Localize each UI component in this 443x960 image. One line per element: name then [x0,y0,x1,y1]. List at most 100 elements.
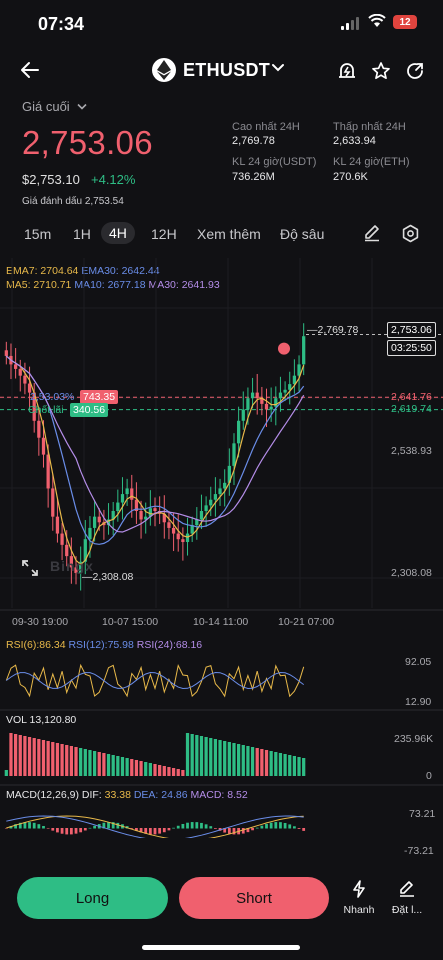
volume-bar [302,758,306,776]
candle-body [148,508,152,517]
volume-bar [120,757,125,776]
candle-body [97,516,101,523]
tab-4h[interactable]: 4H [101,222,135,244]
last-price-label[interactable]: Giá cuối [22,99,87,114]
candle-body [69,556,73,568]
draw-pencil-icon[interactable] [363,224,381,242]
rsi-line-0 [5,663,305,698]
share-icon[interactable] [405,61,425,81]
x-tick-0: 09-30 19:00 [12,616,69,628]
macd-histogram-bar [204,824,208,829]
moving-average-line-1 [5,355,305,545]
volume-bar [111,755,115,776]
volume-bar [255,748,259,776]
volume-bar [88,750,92,776]
volume-bar [116,756,120,776]
tab-15m[interactable]: 15m [24,226,52,242]
place-order-label: Đặt l... [391,904,423,916]
pen-icon [400,881,414,897]
candle-body [125,488,129,495]
candle-body [246,398,250,410]
dea-label: DEA: [133,789,159,801]
volume-bar [60,744,64,776]
macd-histogram-bar [214,828,217,829]
macd-histogram-bar [102,822,106,829]
tab-12h[interactable]: 12H [151,226,177,242]
volume-bar [283,754,287,776]
short-button[interactable]: Short [179,877,329,919]
watermark: Bingx [50,558,94,574]
back-arrow-icon[interactable] [20,61,40,79]
macd-histogram-bar [227,828,231,834]
order-line-1-tag[interactable]: 743.35 [80,390,119,404]
timeframe-tabs: 15m 1H 4H 12H Xem thêm Độ sâu [0,222,443,248]
volume-bar [37,739,41,776]
tab-more[interactable]: Xem thêm [197,226,261,242]
macd-histogram-bar [56,828,59,833]
volume-bar [209,738,213,776]
candle-body [139,511,143,520]
rsi-line-1 [6,671,304,690]
settings-icon[interactable] [401,224,420,243]
candle-body [88,527,92,540]
pair-title[interactable]: ETHUSDT [183,60,271,80]
macd-histogram-bar [153,828,157,835]
macd-histogram-bar [292,826,296,829]
moving-average-line-0 [5,355,305,566]
volume-bar [297,757,301,776]
macd-histogram-bar [135,828,138,831]
low-24h-label: Thấp nhất 24H [333,121,406,133]
macd-line-1 [6,815,304,838]
ema30-value: EMA30: 2642.44 [81,265,160,277]
tab-depth[interactable]: Độ sâu [280,226,325,242]
vol-label: VOL [6,714,27,726]
star-icon[interactable] [371,61,391,81]
long-button[interactable]: Long [17,877,168,919]
candle-body [167,522,171,528]
volume-bar [158,765,162,776]
usd-price: $2,753.10 [22,172,80,187]
candle-body [162,513,166,523]
ema-legend: EMA7: 2704.64 EMA30: 2642.44 [6,265,160,277]
macd-histogram-bar [130,828,134,829]
macd-histogram-bar [4,828,8,829]
tab-1h[interactable]: 1H [73,226,91,242]
volume-bar [260,749,264,776]
candle-body [120,494,125,503]
candle-body [237,420,241,444]
volume-bar [27,737,32,776]
macd-histogram-bar [139,828,143,833]
vol-value: 13,120.80 [29,714,77,726]
place-order-button[interactable]: Đặt l... [387,880,427,916]
low-marker-value: 2,308.08 [92,571,134,583]
quick-order-button[interactable]: Nhanh [341,880,377,916]
volume-bar [232,743,236,776]
x-tick-1: 10-07 15:00 [102,616,159,628]
candle-body [181,539,185,543]
price-alert-icon[interactable] [337,61,357,81]
eth-logo-icon [152,58,176,82]
mark-price-value: 2,753.54 [84,196,124,207]
fullscreen-icon[interactable] [22,560,38,576]
macd-histogram-bar [65,828,69,835]
candle-body [190,525,194,534]
macd-histogram-bar [79,828,83,833]
candle-body [209,499,213,506]
macd-histogram-bar [223,828,227,833]
macd-histogram-bar [279,822,282,829]
volume-bar [288,755,292,776]
order-line-2-tag[interactable]: 340.56 [70,403,109,417]
macd-histogram-bar [241,828,245,834]
volume-bar [218,740,222,776]
macd-label: MACD(12,26,9) [6,789,79,801]
chevron-down-icon[interactable] [271,63,285,73]
candle-body [260,398,264,404]
candle-body [264,403,269,410]
volume-bar [41,740,46,776]
price-chart[interactable] [0,258,443,838]
volume-bar [92,751,97,776]
macd-histogram-bar [302,828,306,831]
candle-body [116,502,120,512]
macd-histogram-bar [32,822,36,829]
candle-body [171,527,176,534]
